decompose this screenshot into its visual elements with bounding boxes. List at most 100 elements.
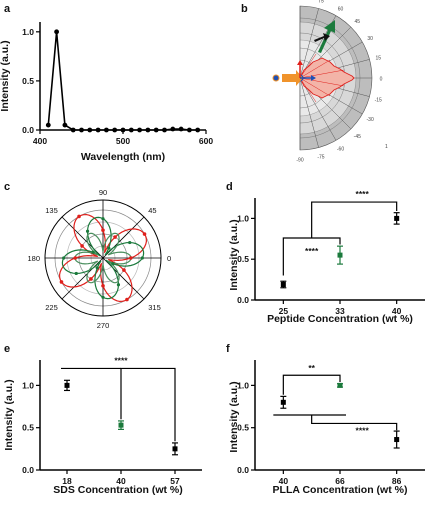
d-bracket-low — [282, 237, 341, 276]
d-significance-low: **** — [305, 246, 319, 256]
a-data-point — [120, 127, 126, 133]
f-y-axis-title: Intensity (a.u.) — [228, 381, 240, 452]
a-y-tick-label: 1.0 — [22, 27, 34, 37]
c-angle-label: 90 — [99, 188, 107, 197]
d-y-tick-label: 0.5 — [237, 254, 249, 264]
a-data-point — [128, 127, 134, 133]
b-angle-label: 30 — [367, 36, 373, 42]
a-data-point — [104, 127, 109, 133]
c-angle-label: 315 — [148, 303, 161, 312]
c-red-point — [113, 235, 117, 239]
a-data-point — [62, 122, 68, 128]
a-data-point — [70, 127, 76, 133]
e-data-point — [64, 382, 70, 388]
b-source-dot — [272, 74, 280, 82]
panel-f: f Intensity (a.u.) PLLA Concentration (w… — [226, 343, 425, 496]
a-data-point — [195, 127, 201, 133]
d-significance-high: **** — [356, 189, 370, 199]
e-x-tick-label: 57 — [170, 476, 180, 486]
c-green-point — [128, 240, 132, 245]
c-green-point — [62, 256, 66, 260]
a-data-point — [170, 126, 176, 132]
d-data-point — [394, 215, 400, 221]
d-y-axis-title: Intensity (a.u.) — [228, 219, 240, 290]
d-plot: 0.0 0.5 1.0 25 33 40 **** **** — [237, 189, 425, 316]
a-data-point — [137, 127, 143, 133]
f-data-point — [394, 437, 400, 443]
panel-letter-c: c — [4, 181, 10, 193]
a-data-point — [162, 127, 167, 133]
c-red-point — [142, 232, 147, 236]
a-y-ticks: 0.0 0.5 1.0 — [22, 27, 40, 135]
a-data-point — [79, 127, 84, 133]
a-data-point — [178, 126, 184, 132]
panel-letter-b: b — [241, 3, 248, 15]
d-y-tick-label: 1.0 — [237, 213, 249, 223]
d-x-tick-label: 25 — [279, 306, 289, 316]
c-green-point — [101, 295, 105, 299]
b-angle-label: -15 — [375, 97, 382, 103]
panel-e: e Intensity (a.u.) SDS Concentration (wt… — [3, 343, 202, 496]
panel-letter-a: a — [4, 3, 11, 15]
f-data-point — [337, 382, 343, 388]
f-significance-high: **** — [356, 425, 370, 435]
f-x-tick-label: 66 — [335, 476, 345, 486]
d-bracket-high — [311, 201, 398, 238]
d-x-tick-label: 40 — [392, 306, 402, 316]
c-angle-label: 135 — [45, 206, 58, 215]
c-green-point — [91, 250, 95, 254]
c-angle-label: 270 — [97, 321, 110, 330]
panel-d: d Intensity (a.u.) Peptide Concentration… — [226, 181, 425, 325]
a-data-point — [112, 127, 118, 133]
a-series-line — [47, 31, 198, 131]
b-black-arrow-icon — [314, 33, 330, 42]
b-incident-arrow-icon — [282, 70, 303, 86]
a-x-tick-label: 600 — [199, 136, 213, 146]
f-x-tick-label: 40 — [279, 476, 289, 486]
b-angle-label: -90 — [296, 158, 303, 164]
f-y-tick-label: 0.0 — [237, 465, 249, 475]
c-angle-label: 180 — [27, 254, 40, 263]
a-x-ticks: 400 500 600 — [33, 130, 213, 146]
a-data-point — [153, 127, 159, 133]
b-small-label: 1 — [385, 144, 388, 150]
b-angle-label: -60 — [337, 147, 344, 153]
a-y-axis-title: Intensity (a.u.) — [0, 40, 11, 111]
b-angle-label: -30 — [367, 117, 374, 123]
e-plot: 0.0 0.5 1.0 18 40 57 **** — [22, 355, 202, 486]
c-green-point — [111, 262, 115, 266]
c-red-point — [73, 256, 78, 260]
a-data-point — [54, 29, 59, 35]
f-x-tick-label: 86 — [392, 476, 402, 486]
e-x-axis-title: SDS Concentration (wt %) — [53, 484, 183, 496]
b-angle-labels: 90 75 60 45 30 15 0 -15 -30 -45 -60 -75 -90 — [296, 0, 382, 164]
c-red-point — [101, 228, 105, 233]
c-red-point — [101, 283, 105, 288]
c-red-point — [59, 280, 64, 284]
e-y-tick-label: 1.0 — [22, 380, 34, 390]
e-significance: **** — [114, 355, 128, 365]
b-angle-label: 45 — [354, 19, 360, 25]
panel-letter-d: d — [226, 181, 233, 193]
panel-a: a 0.0 0.5 1.0 400 500 600 Intensity (a.u.) W… — [0, 3, 213, 163]
d-y-tick-label: 0.0 — [237, 295, 249, 305]
e-data-point — [118, 422, 124, 428]
d-data-point — [337, 252, 343, 258]
panel-b: b 90 75 60 45 30 15 0 -15 -30 -45 -60 -75 -90 1 — [241, 0, 388, 164]
c-red-point — [122, 268, 126, 272]
c-red-point — [128, 256, 133, 260]
c-red-point — [80, 244, 84, 248]
panel-letter-f: f — [226, 343, 230, 355]
e-y-tick-label: 0.5 — [22, 423, 34, 433]
b-angle-label: 75 — [318, 0, 324, 4]
b-lobe-lines — [299, 53, 345, 103]
panel-c: c 90 45 0 315 270 225 180 135 — [4, 181, 171, 330]
a-spectrum — [45, 29, 201, 133]
a-y-tick-label: 0.5 — [22, 76, 34, 86]
c-angle-label: 0 — [167, 254, 171, 263]
b-angle-label: 15 — [375, 56, 381, 62]
f-significance-low: ** — [308, 363, 315, 373]
e-data-point — [172, 446, 178, 452]
d-data-point — [280, 281, 286, 287]
